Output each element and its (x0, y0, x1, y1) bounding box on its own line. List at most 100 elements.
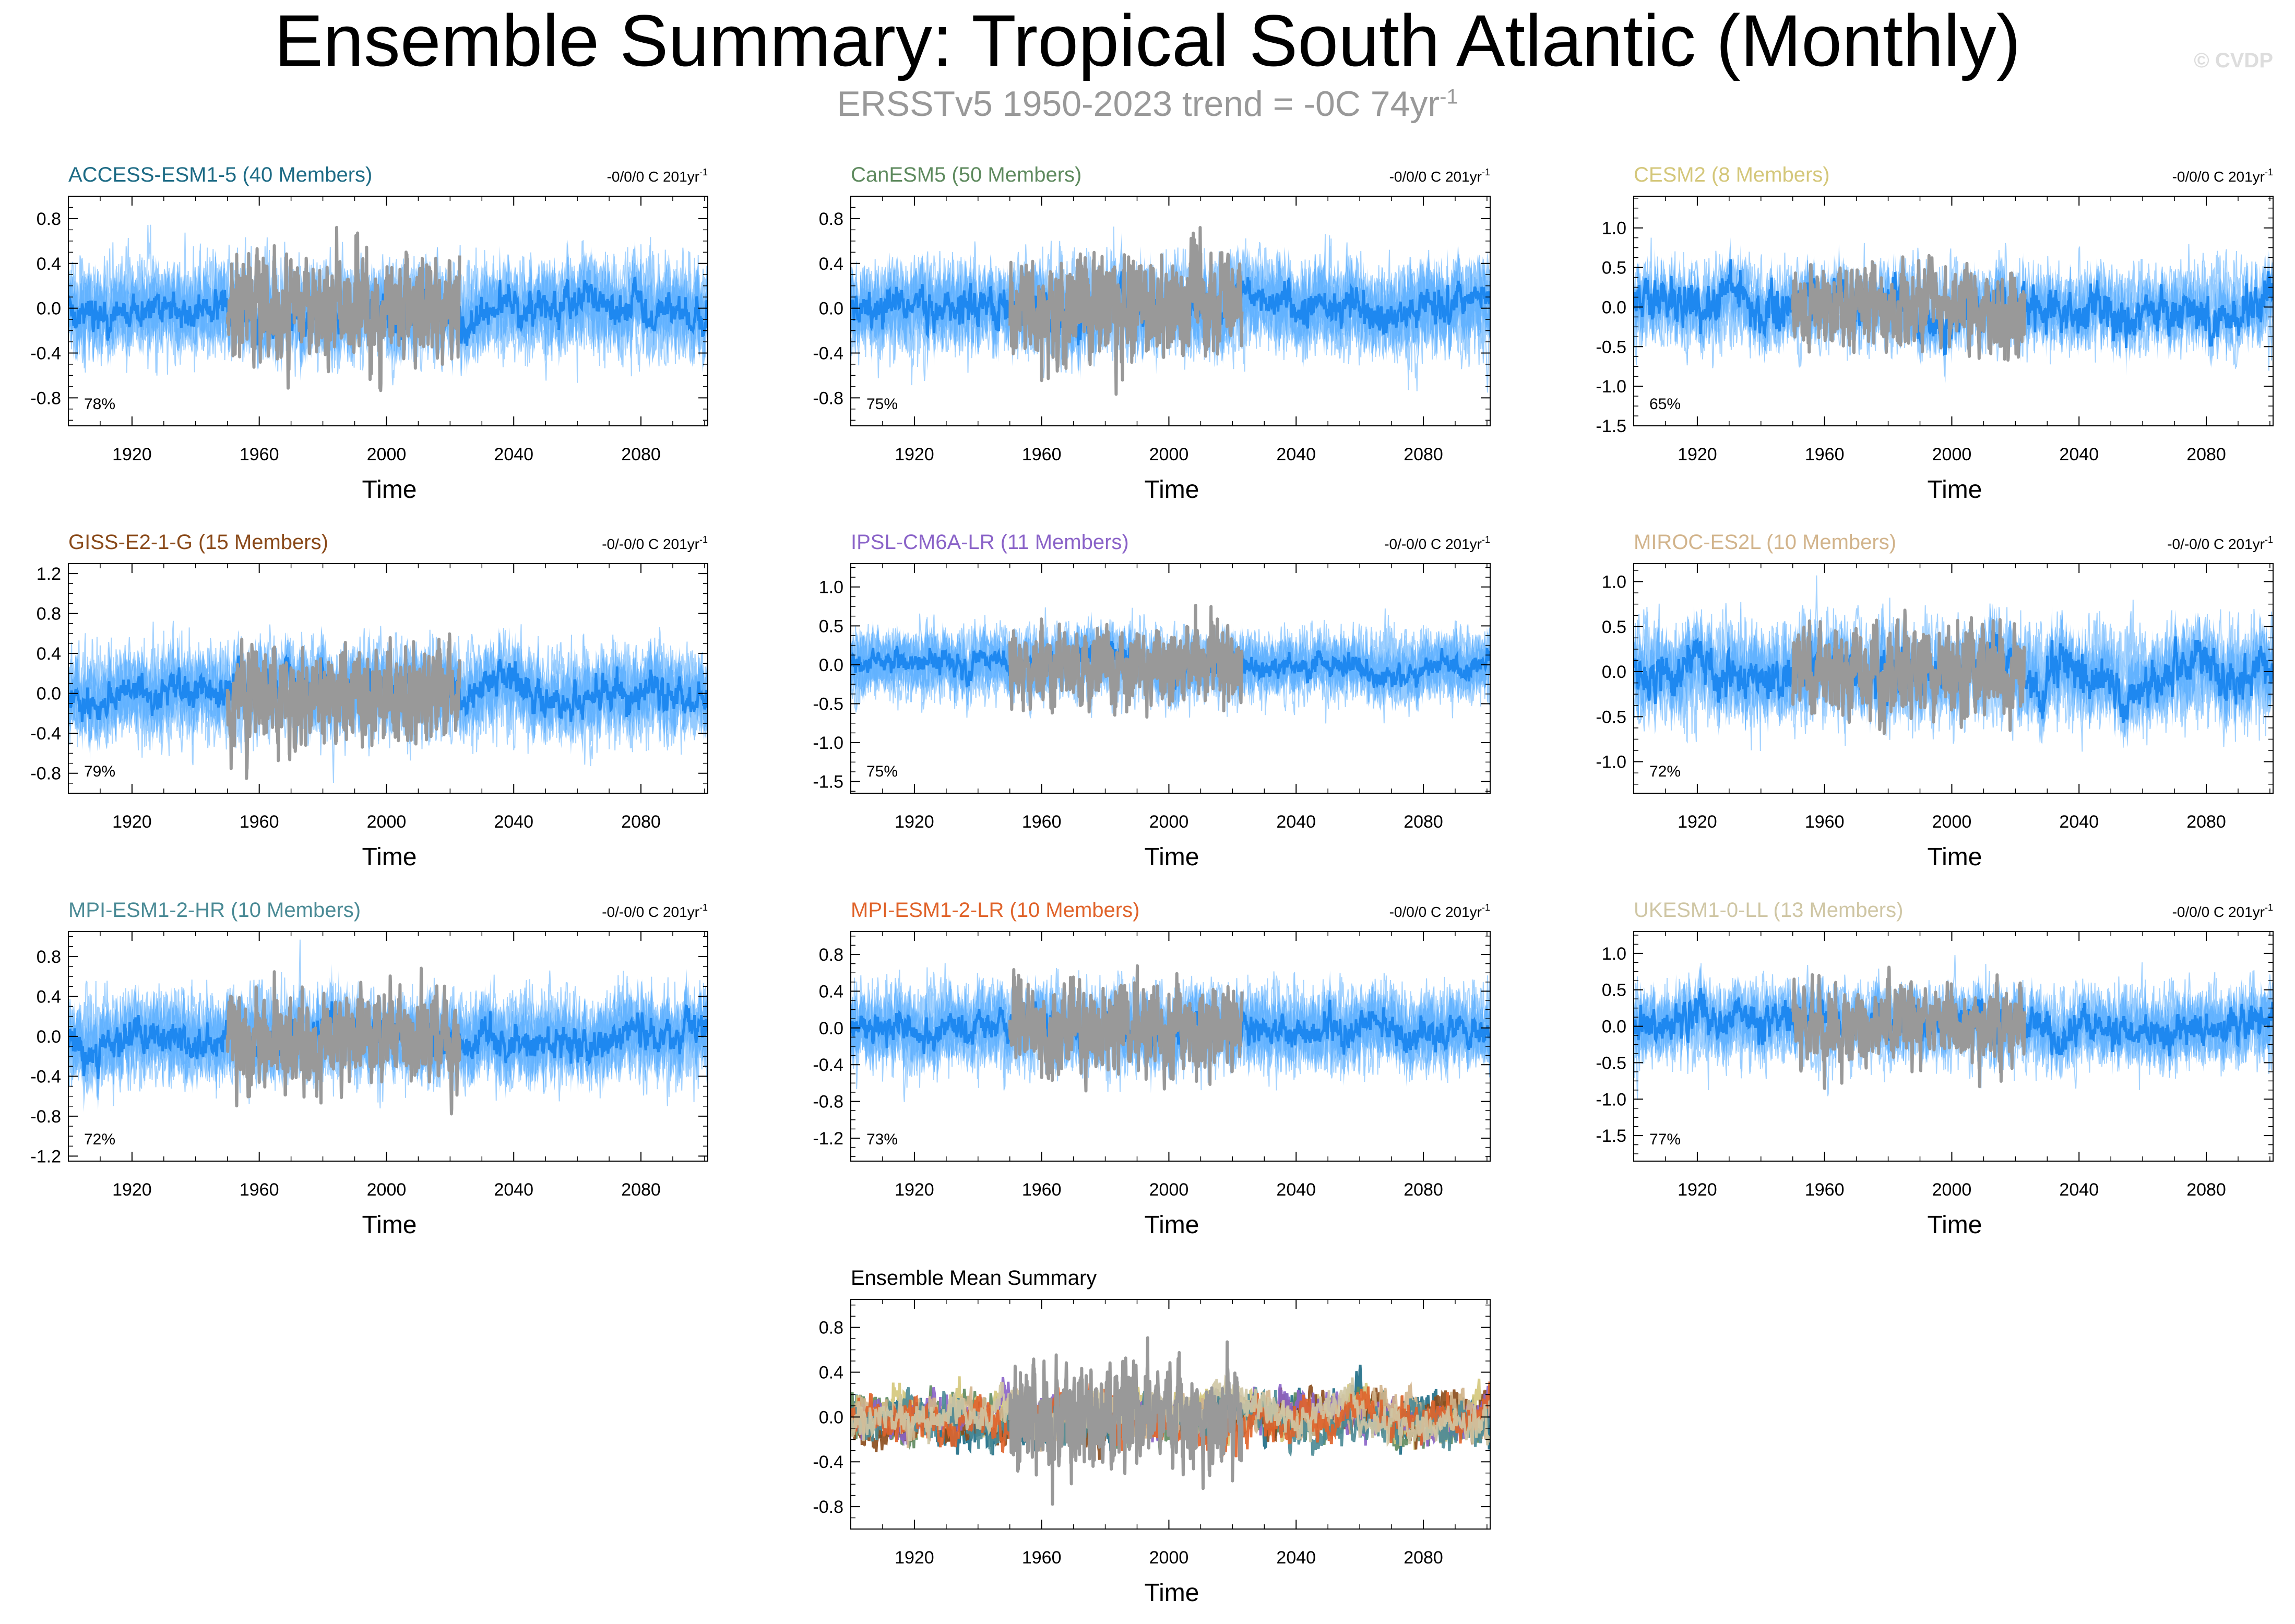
ytick-label: 0.0 (1602, 297, 1626, 317)
ytick-label: -0.4 (30, 343, 61, 363)
observations-line (225, 966, 461, 1116)
ytick-label: 0.0 (819, 299, 843, 319)
percent-label: 65% (1649, 396, 1681, 413)
xtick-label: 2000 (1932, 1180, 1972, 1200)
xtick-label: 1960 (1022, 1180, 1062, 1200)
xtick-label: 2080 (1404, 812, 1443, 832)
plot-frame (1633, 931, 2274, 1162)
xtick-label: 2040 (494, 445, 533, 464)
ytick-label: 0.8 (819, 945, 843, 965)
trend-exponent: -1 (699, 534, 708, 545)
x-axis-label: Time (362, 1211, 417, 1239)
ytick-label: -1.2 (30, 1147, 61, 1166)
ytick-label: -1.2 (813, 1129, 843, 1149)
plot-area (851, 604, 1490, 724)
ytick-label: 0.0 (819, 655, 843, 675)
xtick-label: 2000 (1932, 812, 1972, 832)
xtick-label: 2040 (494, 812, 533, 832)
ytick-label: 0.5 (1602, 617, 1626, 637)
trend-label: -0/-0/0 C 201yr-1 (602, 534, 708, 552)
trend-label: -0/0/0 C 201yr-1 (2172, 902, 2273, 920)
percent-label: 72% (84, 1131, 115, 1148)
trend-text: -0/0/0 C 201yr (607, 169, 699, 185)
percent-label: 79% (84, 763, 115, 780)
observations-line (225, 632, 461, 780)
ytick-label: 0.8 (37, 209, 61, 229)
trend-exponent: -1 (1482, 167, 1490, 177)
trend-text: -0/0/0 C 201yr (2172, 904, 2265, 920)
ytick-label: 0.5 (819, 616, 843, 636)
xtick-label: 1920 (112, 1180, 152, 1200)
ytick-label: -0.8 (30, 388, 61, 408)
x-axis-label: Time (1928, 1211, 1982, 1239)
xtick-label: 1960 (1805, 445, 1845, 464)
xtick-label: 2040 (494, 1180, 533, 1200)
panel-3: -1.5 -1.0 -0.5 0.0 0.5 1.0 1920 1960 2000 2040 208… (1596, 163, 2274, 504)
x-axis-label: Time (1145, 1211, 1199, 1239)
panel-title: MPI-ESM1-2-LR (10 Members) (851, 899, 1139, 922)
panel-title: MPI-ESM1-2-HR (10 Members) (68, 899, 361, 922)
trend-label: -0/-0/0 C 201yr-1 (2167, 534, 2273, 552)
trend-exponent: -1 (699, 902, 708, 913)
plot-area (68, 620, 708, 783)
observations-line (1008, 1336, 1244, 1506)
plot-frame (850, 196, 1491, 426)
panel-title: CanESM5 (50 Members) (851, 163, 1081, 186)
ytick-label: -0.5 (1596, 707, 1626, 727)
xtick-label: 1920 (112, 812, 152, 832)
ytick-label: 0.5 (1602, 258, 1626, 278)
ytick-label: -0.4 (813, 1452, 843, 1472)
xtick-label: 2040 (2059, 812, 2099, 832)
x-axis-label: Time (1928, 476, 1982, 504)
panel-2: -0.8 -0.4 0.0 0.4 0.8 1920 1960 2000 2040 2080 Tim… (813, 163, 1491, 504)
xtick-label: 1960 (240, 1180, 279, 1200)
observations-line (225, 225, 461, 392)
ytick-label: -0.5 (1596, 337, 1626, 357)
trend-exponent: -1 (1482, 534, 1490, 545)
ytick-label: -0.4 (30, 1067, 61, 1086)
panel-title: UKESM1-0-LL (13 Members) (1634, 899, 1903, 922)
x-axis-label: Time (362, 843, 417, 871)
plot-area (851, 963, 1490, 1102)
panel-title: IPSL-CM6A-LR (11 Members) (851, 531, 1129, 554)
ytick-label: -0.8 (813, 1497, 843, 1517)
xtick-label: 1960 (1022, 445, 1062, 464)
percent-label: 78% (84, 396, 115, 413)
ytick-label: 0.0 (1602, 662, 1626, 682)
xtick-label: 1920 (112, 445, 152, 464)
xtick-label: 2080 (2186, 445, 2226, 464)
plot-area (68, 224, 708, 392)
trend-label: -0/0/0 C 201yr-1 (2172, 167, 2273, 185)
xtick-label: 2000 (367, 445, 407, 464)
xtick-label: 1920 (1678, 1180, 1717, 1200)
ytick-label: 0.0 (819, 1019, 843, 1038)
plot-frame (850, 563, 1491, 794)
x-axis-label: Time (1928, 843, 1982, 871)
trend-exponent: -1 (2265, 167, 2273, 177)
ytick-label: -1.0 (813, 733, 843, 753)
ytick-label: -0.8 (30, 1107, 61, 1127)
trend-text: -0/-0/0 C 201yr (2167, 536, 2265, 552)
xtick-label: 2080 (1404, 1180, 1443, 1200)
ytick-label: 0.0 (819, 1407, 843, 1427)
panel-title: CESM2 (8 Members) (1634, 163, 1830, 186)
xtick-label: 1960 (1805, 1180, 1845, 1200)
xtick-label: 1920 (1678, 812, 1717, 832)
page-title: Ensemble Summary: Tropical South Atlanti… (274, 0, 2021, 81)
panel-title: GISS-E2-1-G (15 Members) (68, 531, 328, 554)
xtick-label: 1960 (240, 812, 279, 832)
percent-label: 73% (866, 1131, 898, 1148)
panel-title: MIROC-ES2L (10 Members) (1634, 531, 1896, 554)
trend-exponent: -1 (2265, 534, 2273, 545)
panel-9: -1.5 -1.0 -0.5 0.0 0.5 1.0 1920 1960 2000 2040 208… (1596, 899, 2274, 1239)
observations-line (1791, 608, 2027, 735)
trend-text: -0/0/0 C 201yr (1389, 904, 1482, 920)
xtick-label: 2040 (1276, 812, 1316, 832)
panel-10: -0.8 -0.4 0.0 0.4 0.8 1920 1960 2000 2040 2080 Tim… (813, 1267, 1491, 1607)
xtick-label: 1920 (895, 1548, 934, 1568)
ytick-label: 1.0 (1602, 219, 1626, 238)
panel-8: -1.2 -0.8 -0.4 0.0 0.4 0.8 1920 1960 2000 2040 208… (813, 899, 1491, 1239)
observations-line (1008, 226, 1244, 396)
trend-text: -0/-0/0 C 201yr (1384, 536, 1482, 552)
